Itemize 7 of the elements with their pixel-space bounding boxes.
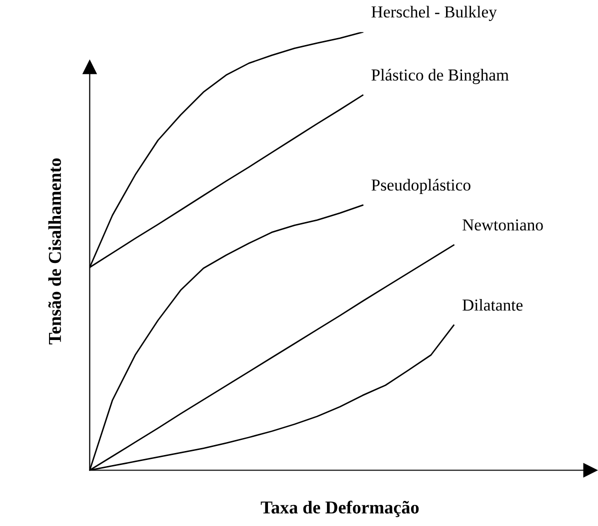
x-axis-title: Taxa de Deformação (260, 500, 419, 518)
series-label: Dilatante (462, 298, 523, 311)
series-label: Pseudoplástico (372, 178, 470, 194)
series-label: Herschel - Bulkley (372, 6, 497, 21)
series-label: Plástico de Bingham (372, 68, 509, 84)
y-axis-title: Tensão de Cisalhamento (48, 158, 62, 344)
series-label: Newtoniano (462, 219, 543, 231)
